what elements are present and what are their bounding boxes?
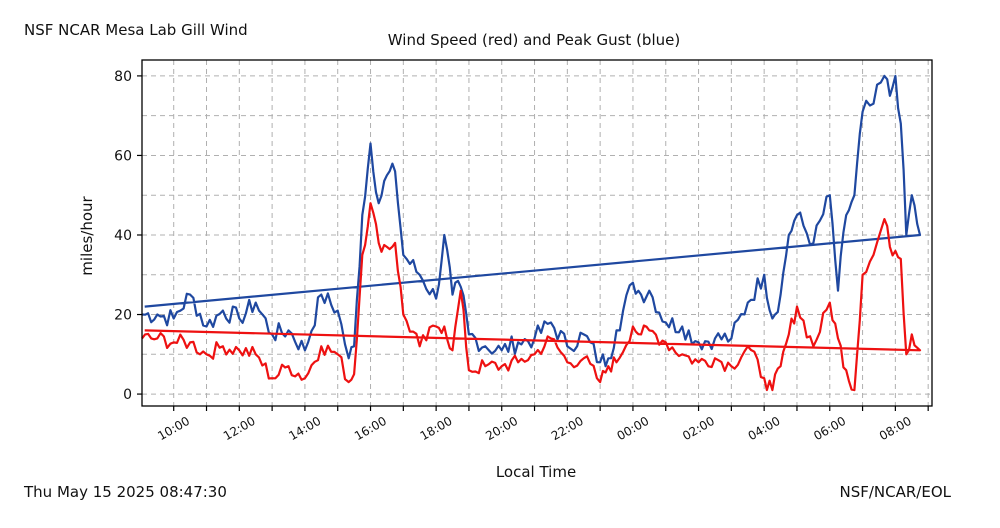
y-tick-label: 20	[114, 308, 132, 324]
chart-title: Wind Speed (red) and Peak Gust (blue)	[388, 31, 680, 49]
axis-ticks: 10:00 12:00 14:00 16:00 18:00 20:00 22:00 00:00…	[114, 69, 929, 443]
credit-label: NSF/NCAR/EOL	[839, 483, 952, 501]
gust-series-line	[141, 74, 922, 368]
x-tick-label: 04:00	[746, 414, 783, 443]
x-axis-label: Local Time	[496, 463, 576, 481]
x-tick-label: 20:00	[483, 414, 520, 443]
x-tick-label: 08:00	[877, 414, 914, 443]
plot-frame	[141, 59, 933, 407]
x-tick-label: 16:00	[352, 414, 389, 443]
x-tick-label: 22:00	[549, 414, 586, 443]
grid-lines	[142, 60, 932, 406]
y-tick-label: 0	[123, 387, 132, 403]
speed-series-line	[141, 202, 922, 392]
y-axis-label: miles/hour	[78, 195, 96, 275]
x-tick-label: 12:00	[221, 414, 258, 443]
station-title: NSF NCAR Mesa Lab Gill Wind	[24, 21, 248, 39]
x-tick-label: 00:00	[614, 414, 651, 443]
x-tick-label: 02:00	[680, 414, 717, 443]
x-tick-label: 18:00	[418, 414, 455, 443]
series-layer	[141, 74, 922, 392]
y-tick-label: 60	[114, 148, 132, 164]
x-tick-label: 14:00	[286, 414, 323, 443]
y-tick-label: 40	[114, 228, 132, 244]
x-tick-label: 06:00	[811, 414, 848, 443]
timestamp: Thu May 15 2025 08:47:30	[24, 483, 227, 501]
y-tick-label: 80	[114, 69, 132, 85]
x-tick-label: 10:00	[155, 414, 192, 443]
